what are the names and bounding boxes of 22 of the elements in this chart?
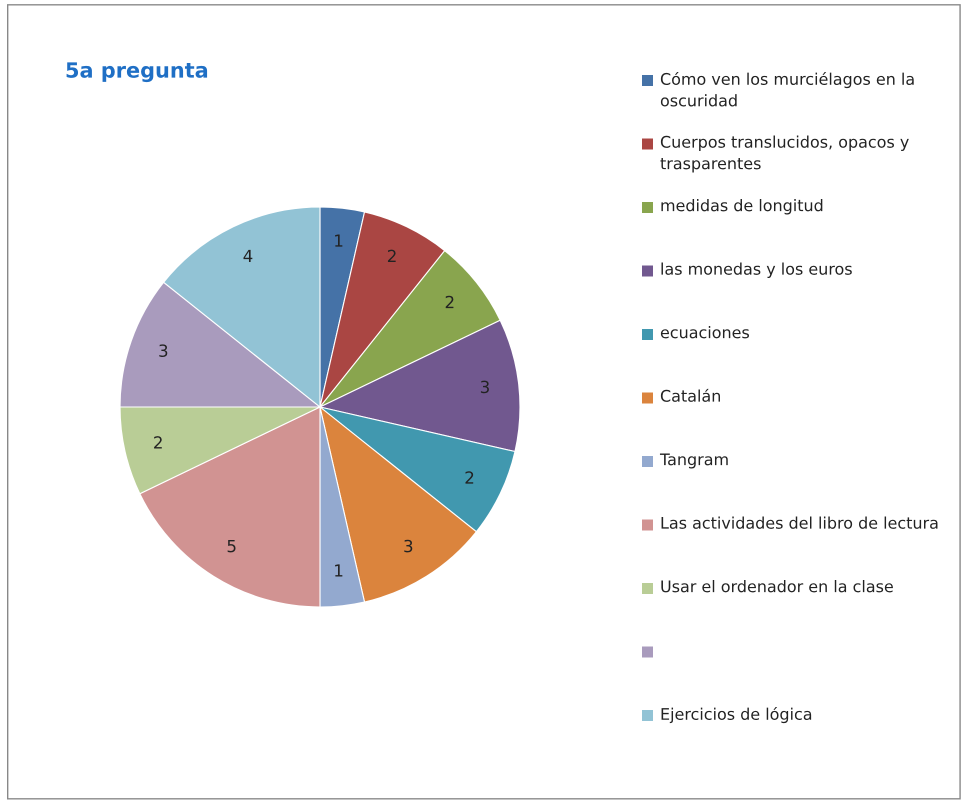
data-label: 1 — [335, 234, 342, 247]
legend-label: las monedas y los euros — [662, 262, 852, 278]
data-label: 4 — [243, 250, 252, 262]
legend-label: Cuerpos translucidos, opacos y trasparentes — [660, 136, 909, 172]
legend-label: Usar el ordenador en la clase — [661, 580, 893, 592]
data-label: 1 — [335, 564, 342, 577]
legend-label: Cómo ven los murciélagos en la oscuridad — [660, 72, 914, 107]
legend-label: Tangram — [660, 453, 728, 468]
legend-label: ecuaciones — [660, 326, 749, 338]
data-label: 3 — [159, 344, 168, 358]
data-label: 2 — [465, 471, 474, 484]
legend-label: medidas de longitud — [661, 199, 822, 214]
legend-label: Catalán — [660, 388, 720, 402]
chart-title: 5a pregunta — [66, 62, 208, 82]
data-label: 2 — [388, 250, 396, 262]
data-label: 2 — [154, 436, 162, 449]
legend-label: Las actividades del libro de lectura — [662, 516, 938, 529]
data-label: 2 — [446, 296, 454, 308]
data-label: 3 — [404, 540, 412, 552]
data-label: 3 — [480, 380, 489, 394]
data-label: 5 — [228, 540, 236, 552]
legend-label: Ejercicios de lógica — [662, 707, 812, 724]
